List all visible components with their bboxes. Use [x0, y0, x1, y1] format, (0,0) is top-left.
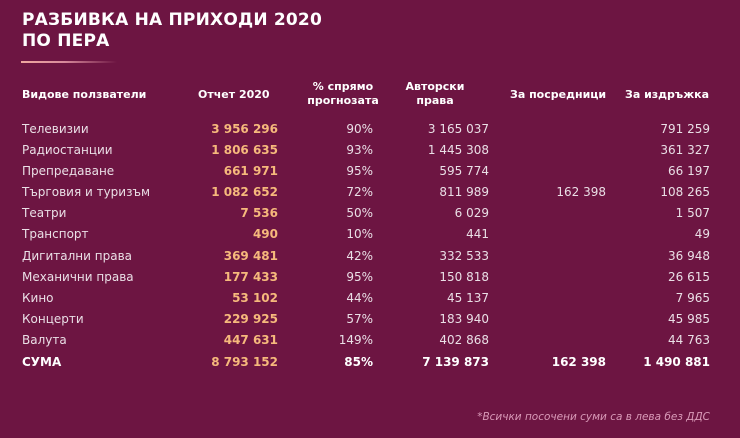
- total-name: СУМА: [22, 355, 62, 369]
- total-inter: 162 398: [551, 355, 606, 369]
- row-name: Радиостанции: [22, 143, 113, 157]
- row-author: 45 137: [447, 291, 489, 305]
- row-pct: 57%: [346, 312, 373, 326]
- row-author: 811 989: [439, 185, 489, 199]
- table-row: Радиостанции 1 806 635 93% 1 445 308 361…: [0, 140, 740, 160]
- row-name: Транспорт: [22, 227, 89, 241]
- row-author: 3 165 037: [427, 122, 489, 136]
- row-author: 441: [466, 227, 489, 241]
- title-line-2: ПО ПЕРА: [22, 31, 110, 51]
- row-pct: 149%: [338, 333, 373, 347]
- row-name: Телевизии: [22, 122, 89, 136]
- row-author: 150 818: [439, 270, 489, 284]
- table-row: Препредаване 661 971 95% 595 774 66 197: [0, 161, 740, 181]
- row-name: Механични права: [22, 270, 134, 284]
- row-report: 1 806 635: [211, 143, 278, 157]
- row-report: 229 925: [223, 312, 278, 326]
- row-upkeep: 108 265: [660, 185, 710, 199]
- row-name: Дигитални права: [22, 249, 132, 263]
- row-name: Театри: [22, 206, 67, 220]
- row-author: 332 533: [439, 249, 489, 263]
- header-intermediaries: За посредници: [510, 88, 607, 101]
- row-author: 595 774: [439, 164, 489, 178]
- header-upkeep: За издръжка: [625, 88, 710, 101]
- row-author: 1 445 308: [427, 143, 489, 157]
- title-line-1: РАЗБИВКА НА ПРИХОДИ 2020: [22, 10, 322, 30]
- row-report: 7 536: [240, 206, 278, 220]
- row-upkeep: 45 985: [668, 312, 710, 326]
- row-pct: 44%: [346, 291, 373, 305]
- total-report: 8 793 152: [211, 355, 278, 369]
- table-row: Концерти 229 925 57% 183 940 45 985: [0, 309, 740, 329]
- page-title: РАЗБИВКА НА ПРИХОДИ 2020 ПО ПЕРА: [22, 10, 322, 52]
- total-author: 7 139 873: [422, 355, 489, 369]
- header-pct-line-1: % спрямо: [312, 80, 374, 93]
- row-author: 402 868: [439, 333, 489, 347]
- row-report: 661 971: [223, 164, 278, 178]
- total-upkeep: 1 490 881: [643, 355, 710, 369]
- row-report: 177 433: [223, 270, 278, 284]
- table-row: Дигитални права 369 481 42% 332 533 36 9…: [0, 246, 740, 266]
- table-row: Театри 7 536 50% 6 029 1 507: [0, 203, 740, 223]
- total-pct: 85%: [344, 355, 373, 369]
- row-pct: 42%: [346, 249, 373, 263]
- row-name: Концерти: [22, 312, 84, 326]
- footnote: *Всички посочени суми са в лева без ДДС: [477, 411, 710, 423]
- header-report-2020: Отчет 2020: [198, 88, 270, 101]
- row-pct: 10%: [346, 227, 373, 241]
- row-upkeep: 44 763: [668, 333, 710, 347]
- header-author-rights: Авторски права: [405, 80, 465, 108]
- row-report: 369 481: [223, 249, 278, 263]
- row-upkeep: 26 615: [668, 270, 710, 284]
- table-row: Валута 447 631 149% 402 868 44 763: [0, 330, 740, 350]
- row-upkeep: 66 197: [668, 164, 710, 178]
- row-author: 6 029: [454, 206, 489, 220]
- table-row: Механични права 177 433 95% 150 818 26 6…: [0, 267, 740, 287]
- header-author-line-1: Авторски: [405, 80, 465, 93]
- row-upkeep: 49: [694, 227, 710, 241]
- row-name: Търговия и туризъм: [22, 185, 151, 199]
- row-pct: 50%: [346, 206, 373, 220]
- row-report: 490: [252, 227, 278, 241]
- table-row: Кино 53 102 44% 45 137 7 965: [0, 288, 740, 308]
- row-upkeep: 36 948: [668, 249, 710, 263]
- row-pct: 93%: [346, 143, 373, 157]
- table-row: Транспорт 490 10% 441 49: [0, 224, 740, 244]
- row-report: 53 102: [232, 291, 278, 305]
- table-row: Търговия и туризъм 1 082 652 72% 811 989…: [0, 182, 740, 202]
- table-row: Телевизии 3 956 296 90% 3 165 037 791 25…: [0, 119, 740, 139]
- row-upkeep: 361 327: [660, 143, 710, 157]
- row-name: Препредаване: [22, 164, 115, 178]
- header-pct-line-2: прогнозата: [307, 94, 379, 107]
- header-author-line-2: права: [416, 94, 454, 107]
- row-upkeep: 1 507: [675, 206, 710, 220]
- row-pct: 95%: [346, 164, 373, 178]
- header-pct-vs-forecast: % спрямо прогнозата: [305, 80, 381, 108]
- row-name: Кино: [22, 291, 54, 305]
- row-report: 1 082 652: [211, 185, 278, 199]
- row-author: 183 940: [439, 312, 489, 326]
- row-pct: 95%: [346, 270, 373, 284]
- row-pct: 90%: [346, 122, 373, 136]
- table-total-row: СУМА 8 793 152 85% 7 139 873 162 398 1 4…: [0, 352, 740, 372]
- header-user-types: Видове ползватели: [22, 88, 147, 101]
- row-report: 447 631: [223, 333, 278, 347]
- row-inter: 162 398: [556, 185, 606, 199]
- title-underline-divider: [21, 61, 117, 63]
- row-pct: 72%: [346, 185, 373, 199]
- row-name: Валута: [22, 333, 67, 347]
- row-upkeep: 791 259: [660, 122, 710, 136]
- row-report: 3 956 296: [211, 122, 278, 136]
- row-upkeep: 7 965: [675, 291, 710, 305]
